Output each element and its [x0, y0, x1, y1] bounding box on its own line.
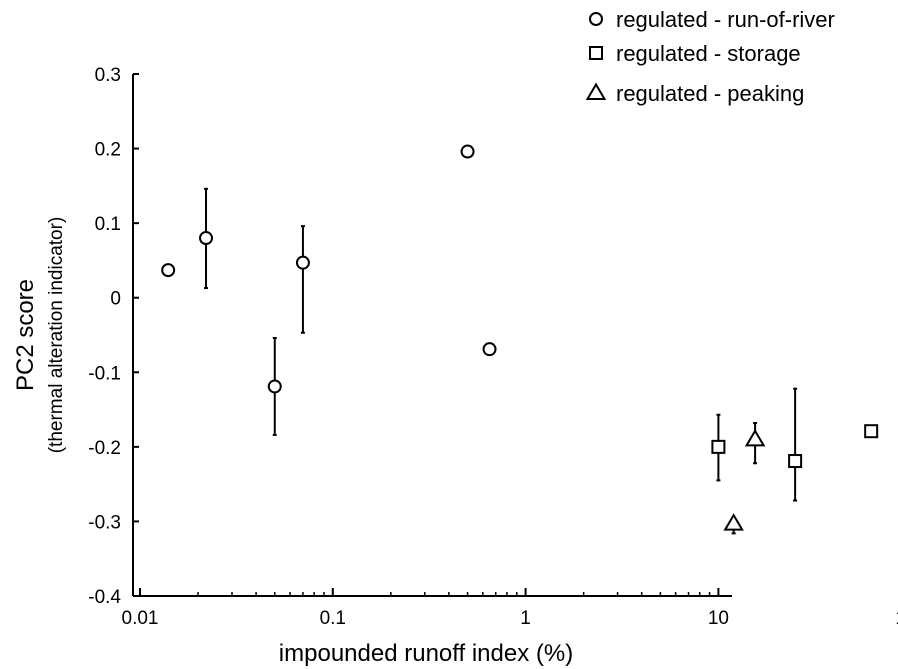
y-tick-label: 0.1	[95, 214, 121, 235]
data-markers	[161, 144, 879, 531]
x-tick-label: 0.1	[320, 608, 346, 629]
square-marker	[788, 454, 803, 469]
x-tick-label: 0.01	[122, 608, 159, 629]
y-tick-label: 0.3	[95, 65, 121, 86]
y-tick-label: -0.4	[88, 587, 121, 608]
x-tick-label: 100	[895, 608, 898, 629]
y-tick-label: 0	[110, 289, 121, 310]
y-tick-label: -0.2	[88, 438, 121, 459]
circle-marker	[295, 255, 310, 270]
triangle-marker	[744, 428, 766, 447]
y-axis-subtitle: (thermal alteration indicator)	[46, 217, 67, 454]
triangle-marker	[723, 513, 744, 531]
legend-triangle-icon	[585, 82, 607, 100]
circle-marker	[161, 263, 176, 278]
error-bars	[204, 187, 798, 535]
y-tick-label: 0.2	[95, 140, 121, 161]
circle-marker	[460, 144, 475, 159]
legend-label: regulated - run-of-river	[616, 7, 835, 32]
x-tick-label: 10	[708, 608, 729, 629]
circle-marker	[482, 342, 497, 357]
y-tick-label: -0.1	[88, 363, 121, 384]
circle-marker	[267, 379, 282, 394]
x-axis-title: impounded runoff index (%)	[279, 640, 573, 667]
square-marker	[864, 424, 879, 439]
x-tick-label: 1	[520, 608, 531, 629]
legend-label: regulated - peaking	[616, 81, 804, 106]
legend-circle-icon	[589, 12, 603, 26]
legend: regulated - run-of-river regulated - stor…	[585, 7, 835, 106]
square-marker	[711, 439, 726, 454]
y-tick-label: -0.3	[88, 512, 121, 533]
circle-marker	[199, 231, 214, 246]
legend-label: regulated - storage	[616, 41, 801, 66]
legend-square-icon	[589, 46, 603, 60]
axes: 0.3 0.2 0.1 0 -0.1 -0.2 -0.3 -0.40.01 0.1 1 10 100	[88, 65, 898, 629]
y-axis-title: PC2 score	[12, 279, 39, 391]
